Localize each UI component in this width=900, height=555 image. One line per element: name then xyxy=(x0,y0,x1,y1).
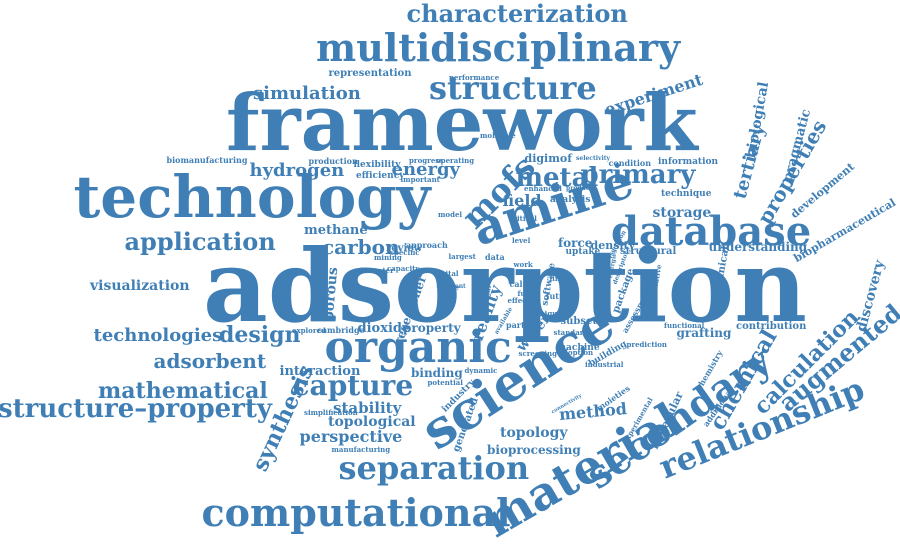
word-digital: digital xyxy=(433,270,459,277)
word-molecule: molecule xyxy=(480,132,516,139)
word-performance: performance xyxy=(449,74,499,81)
word-computational: computational xyxy=(202,494,511,532)
word-efficiency: efficiency xyxy=(356,172,404,181)
word-flexibility: flexibility xyxy=(354,161,401,170)
word-mathematical: mathematical xyxy=(98,380,268,402)
word-functional: functional xyxy=(664,322,704,329)
word-enhanced: enhanced xyxy=(524,185,562,192)
word-interaction: interaction xyxy=(280,365,361,378)
word-visualization: visualization xyxy=(90,279,190,293)
word-standard: standard xyxy=(554,329,589,336)
word-adoption: adoption xyxy=(559,349,594,356)
word-topology: topology xyxy=(500,426,568,440)
word-field: field xyxy=(503,193,542,209)
word-linker: linker xyxy=(550,275,573,282)
word-specific: specific xyxy=(390,249,420,256)
word-adsorbent: adsorbent xyxy=(154,351,267,371)
word-future: future xyxy=(546,292,574,300)
word-simulation: simulation xyxy=(253,85,361,103)
word-uptake: uptake xyxy=(566,248,601,257)
word-storage: storage xyxy=(653,206,712,220)
word-information: information xyxy=(658,158,718,167)
word-screening: screening xyxy=(519,350,558,357)
word-topological: topological xyxy=(328,415,416,429)
word-unique: unique xyxy=(535,310,562,317)
word-digimof: digimof xyxy=(525,153,572,164)
word-topic: topic xyxy=(559,285,579,292)
word-technique: technique xyxy=(661,190,711,199)
word-biological: biological xyxy=(743,81,770,159)
word-design: design xyxy=(219,324,301,346)
word-important: important xyxy=(401,176,440,183)
word-condition: condition xyxy=(609,159,652,167)
word-selectivity: selectivity xyxy=(576,156,610,162)
word-dynamic: dynamic xyxy=(465,367,498,374)
word-cambridge: cambridge xyxy=(317,326,365,334)
word-model: model xyxy=(438,211,462,218)
word-methane: methane xyxy=(304,224,368,237)
word-effective: effective xyxy=(508,297,541,304)
word-work: work xyxy=(514,261,533,268)
word-subset: subset xyxy=(561,317,598,327)
word-data: data xyxy=(485,253,505,261)
word-technologies: technologies xyxy=(94,327,223,345)
word-capacity: capacity xyxy=(387,265,419,272)
word-simplification: simplification xyxy=(304,409,358,416)
word-characterization: characterization xyxy=(407,2,628,26)
word-application: application xyxy=(125,230,276,254)
word-analysis: analysis xyxy=(550,196,590,205)
word-operating: operating xyxy=(436,157,474,164)
word-biomanufacturing: biomanufacturing xyxy=(167,156,248,164)
word-bioprocessing: bioprocessing xyxy=(487,444,581,456)
word-perspective: perspective xyxy=(300,429,403,445)
word-product: product xyxy=(566,186,592,192)
word-production: production xyxy=(309,157,358,165)
word-calf: calf xyxy=(510,280,527,288)
word-prediction: prediction xyxy=(627,341,668,348)
word-multidisciplinary: multidisciplinary xyxy=(316,29,680,67)
word-industrial: industrial xyxy=(585,361,623,368)
word-level: level xyxy=(512,237,530,244)
word-representation: representation xyxy=(329,69,412,79)
word-largest: largest xyxy=(449,253,476,260)
word-different: different xyxy=(437,284,466,290)
word-critical: critical xyxy=(509,215,537,222)
word-contribution: contribution xyxy=(736,322,806,332)
word-partial: partial xyxy=(506,321,536,329)
word-potential: potential xyxy=(428,379,463,386)
word-manufacturing: manufacturing xyxy=(332,446,391,453)
